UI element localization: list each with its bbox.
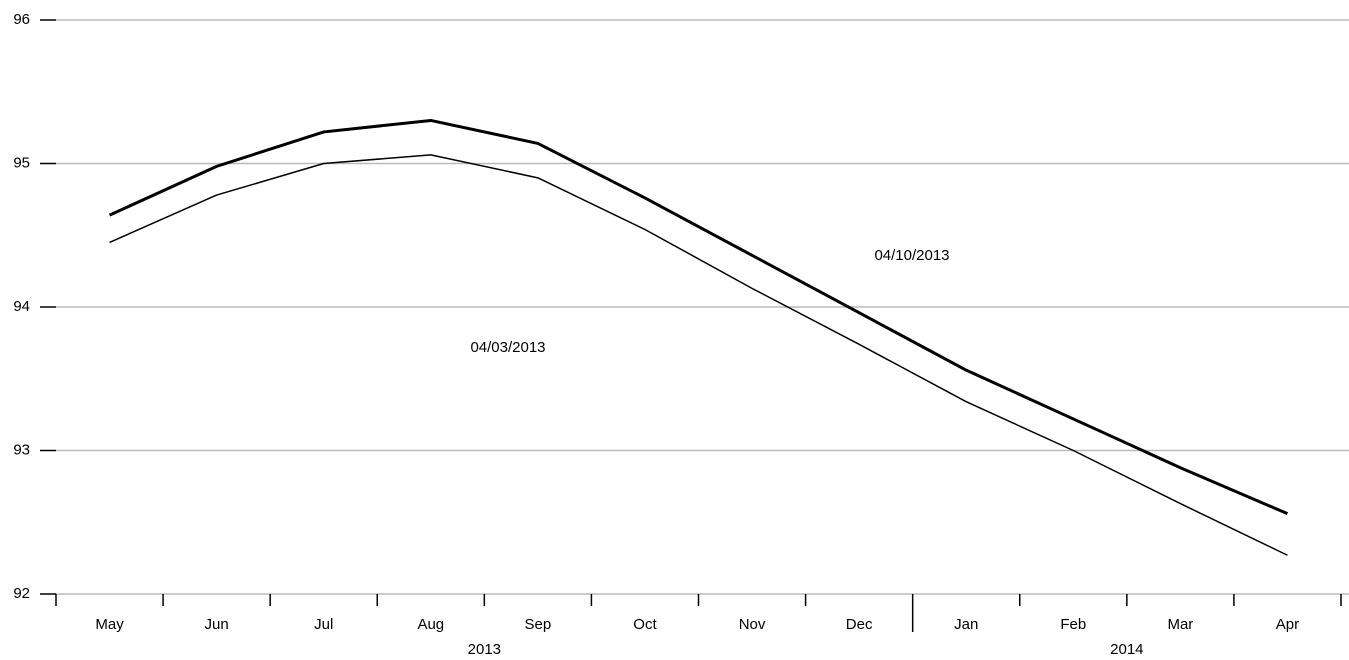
x-tick-label: Jul <box>314 616 333 633</box>
x-tick-label: Aug <box>417 616 444 633</box>
y-tick-label: 92 <box>13 585 30 602</box>
y-tick-label: 93 <box>13 441 30 458</box>
x-tick-label: Oct <box>633 616 657 633</box>
x-tick-label: Dec <box>846 616 873 633</box>
x-tick-label: May <box>95 616 124 633</box>
series-label: 04/10/2013 <box>874 247 949 264</box>
x-tick-label: Apr <box>1276 616 1299 633</box>
series-line <box>109 154 1288 556</box>
y-tick-label: 96 <box>13 11 30 28</box>
x-tick-label: Nov <box>739 616 766 633</box>
x-group-label: 2013 <box>468 641 501 658</box>
x-tick-label: Mar <box>1167 616 1193 633</box>
x-tick-label: Feb <box>1060 616 1086 633</box>
series-line <box>108 118 1289 516</box>
x-tick-label: Jan <box>954 616 978 633</box>
series-label: 04/03/2013 <box>470 339 545 356</box>
y-tick-label: 94 <box>13 298 30 315</box>
x-group-label: 2014 <box>1110 641 1143 658</box>
x-tick-label: Jun <box>205 616 229 633</box>
y-tick-label: 95 <box>13 154 30 171</box>
x-tick-label: Sep <box>525 616 552 633</box>
